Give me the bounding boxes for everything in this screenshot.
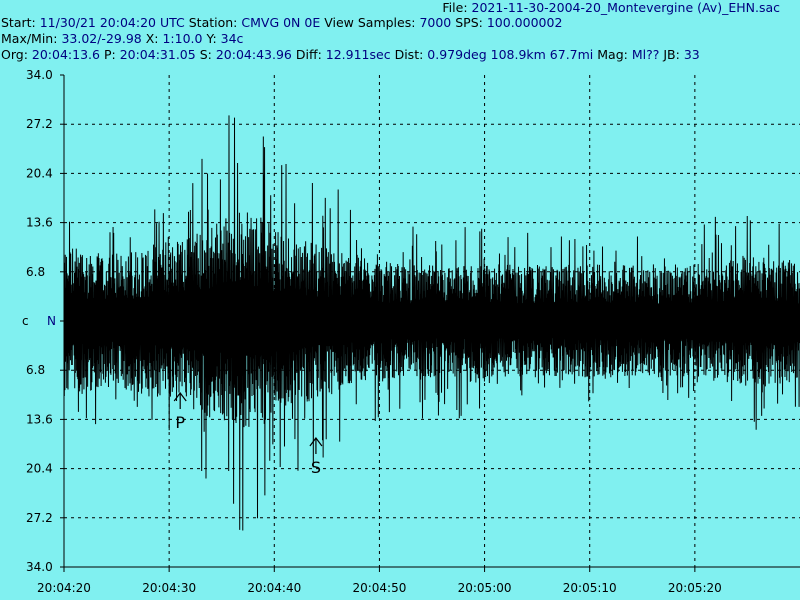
y-tick-label: 6.8 bbox=[26, 265, 45, 279]
maxmin-line: Max/Min: 33.02/-29.98 X: 1:10.0 Y: 34c bbox=[1, 31, 243, 47]
x-tick-label: 20:04:20 bbox=[37, 581, 91, 595]
view-samples-label: View Samples: bbox=[324, 15, 416, 30]
y-axis: 34.0 27.2 20.4 13.6 6.8 c 6.8 13.6 20.4 27.2 34.0 bbox=[22, 68, 65, 574]
x-scale-label: X: bbox=[145, 31, 159, 46]
p-label: P: bbox=[103, 47, 116, 62]
x-tick-label: 20:05:10 bbox=[563, 581, 617, 595]
file-line: File: 2021-11-30-2004-20_Montevergine (A… bbox=[442, 0, 780, 16]
y-tick-label: 13.6 bbox=[26, 216, 53, 230]
y-tick-label: 34.0 bbox=[26, 560, 53, 574]
start-value: 11/30/21 20:04:20 UTC bbox=[39, 15, 185, 30]
phase-markers: PS bbox=[173, 392, 323, 477]
x-tick-label: 20:04:50 bbox=[352, 581, 406, 595]
view-samples-value: 7000 bbox=[419, 15, 452, 30]
mag-value: Ml?? bbox=[631, 47, 660, 62]
y-tick-label: 34.0 bbox=[26, 68, 53, 82]
station-label: Station: bbox=[188, 15, 238, 30]
y-tick-label: 13.6 bbox=[26, 412, 53, 426]
mag-label: Mag: bbox=[597, 47, 628, 62]
dist-label: Dist: bbox=[394, 47, 424, 62]
x-tick-label: 20:04:40 bbox=[247, 581, 301, 595]
org-value: 20:04:13.6 bbox=[31, 47, 100, 62]
org-label: Org: bbox=[1, 47, 28, 62]
phase-marker-label: S bbox=[311, 458, 321, 477]
sps-label: SPS: bbox=[455, 15, 483, 30]
x-scale-value: 1:10.0 bbox=[162, 31, 203, 46]
jb-value: 33 bbox=[683, 47, 700, 62]
file-name: 2021-11-30-2004-20_Montevergine (Av)_EHN… bbox=[471, 0, 780, 15]
y-tick-label: 27.2 bbox=[26, 511, 53, 525]
phase-marker-arrow bbox=[173, 392, 187, 402]
seismic-trace bbox=[63, 115, 800, 531]
jb-label: JB: bbox=[663, 47, 680, 62]
y-scale-label: Y: bbox=[206, 31, 217, 46]
phase-marker-label: P bbox=[175, 413, 185, 432]
start-label: Start: bbox=[1, 15, 36, 30]
y-tick-label: c bbox=[22, 314, 29, 328]
diff-value: 12.911sec bbox=[325, 47, 391, 62]
sps-value: 100.000002 bbox=[486, 15, 563, 30]
phase-marker-arrow bbox=[309, 437, 323, 447]
s-label: S: bbox=[199, 47, 212, 62]
x-axis: 20:04:20 20:04:30 20:04:40 20:04:50 20:05:00… bbox=[37, 566, 800, 595]
maxmin-label: Max/Min: bbox=[1, 31, 58, 46]
maxmin-value: 33.02/-29.98 bbox=[61, 31, 142, 46]
file-label: File: bbox=[442, 0, 468, 15]
s-value: 20:04:43.96 bbox=[215, 47, 292, 62]
y-tick-label: 20.4 bbox=[26, 166, 53, 180]
trace-path bbox=[63, 115, 800, 531]
y-tick-label: 6.8 bbox=[26, 363, 45, 377]
org-line: Org: 20:04:13.6 P: 20:04:31.05 S: 20:04:… bbox=[1, 47, 700, 63]
p-value: 20:04:31.05 bbox=[119, 47, 196, 62]
x-tick-label: 20:05:20 bbox=[668, 581, 722, 595]
dist-value: 0.979deg 108.9km 67.7mi bbox=[427, 47, 594, 62]
x-tick-label: 20:04:30 bbox=[142, 581, 196, 595]
station-value: CMVG 0N 0E bbox=[241, 15, 321, 30]
y-scale-value: 34c bbox=[220, 31, 244, 46]
channel-n-label: N bbox=[47, 314, 56, 328]
start-line: Start: 11/30/21 20:04:20 UTC Station: CM… bbox=[1, 15, 562, 31]
diff-label: Diff: bbox=[295, 47, 322, 62]
y-tick-label: 27.2 bbox=[26, 117, 53, 131]
x-tick-label: 20:05:00 bbox=[458, 581, 512, 595]
y-tick-label: 20.4 bbox=[26, 462, 53, 476]
